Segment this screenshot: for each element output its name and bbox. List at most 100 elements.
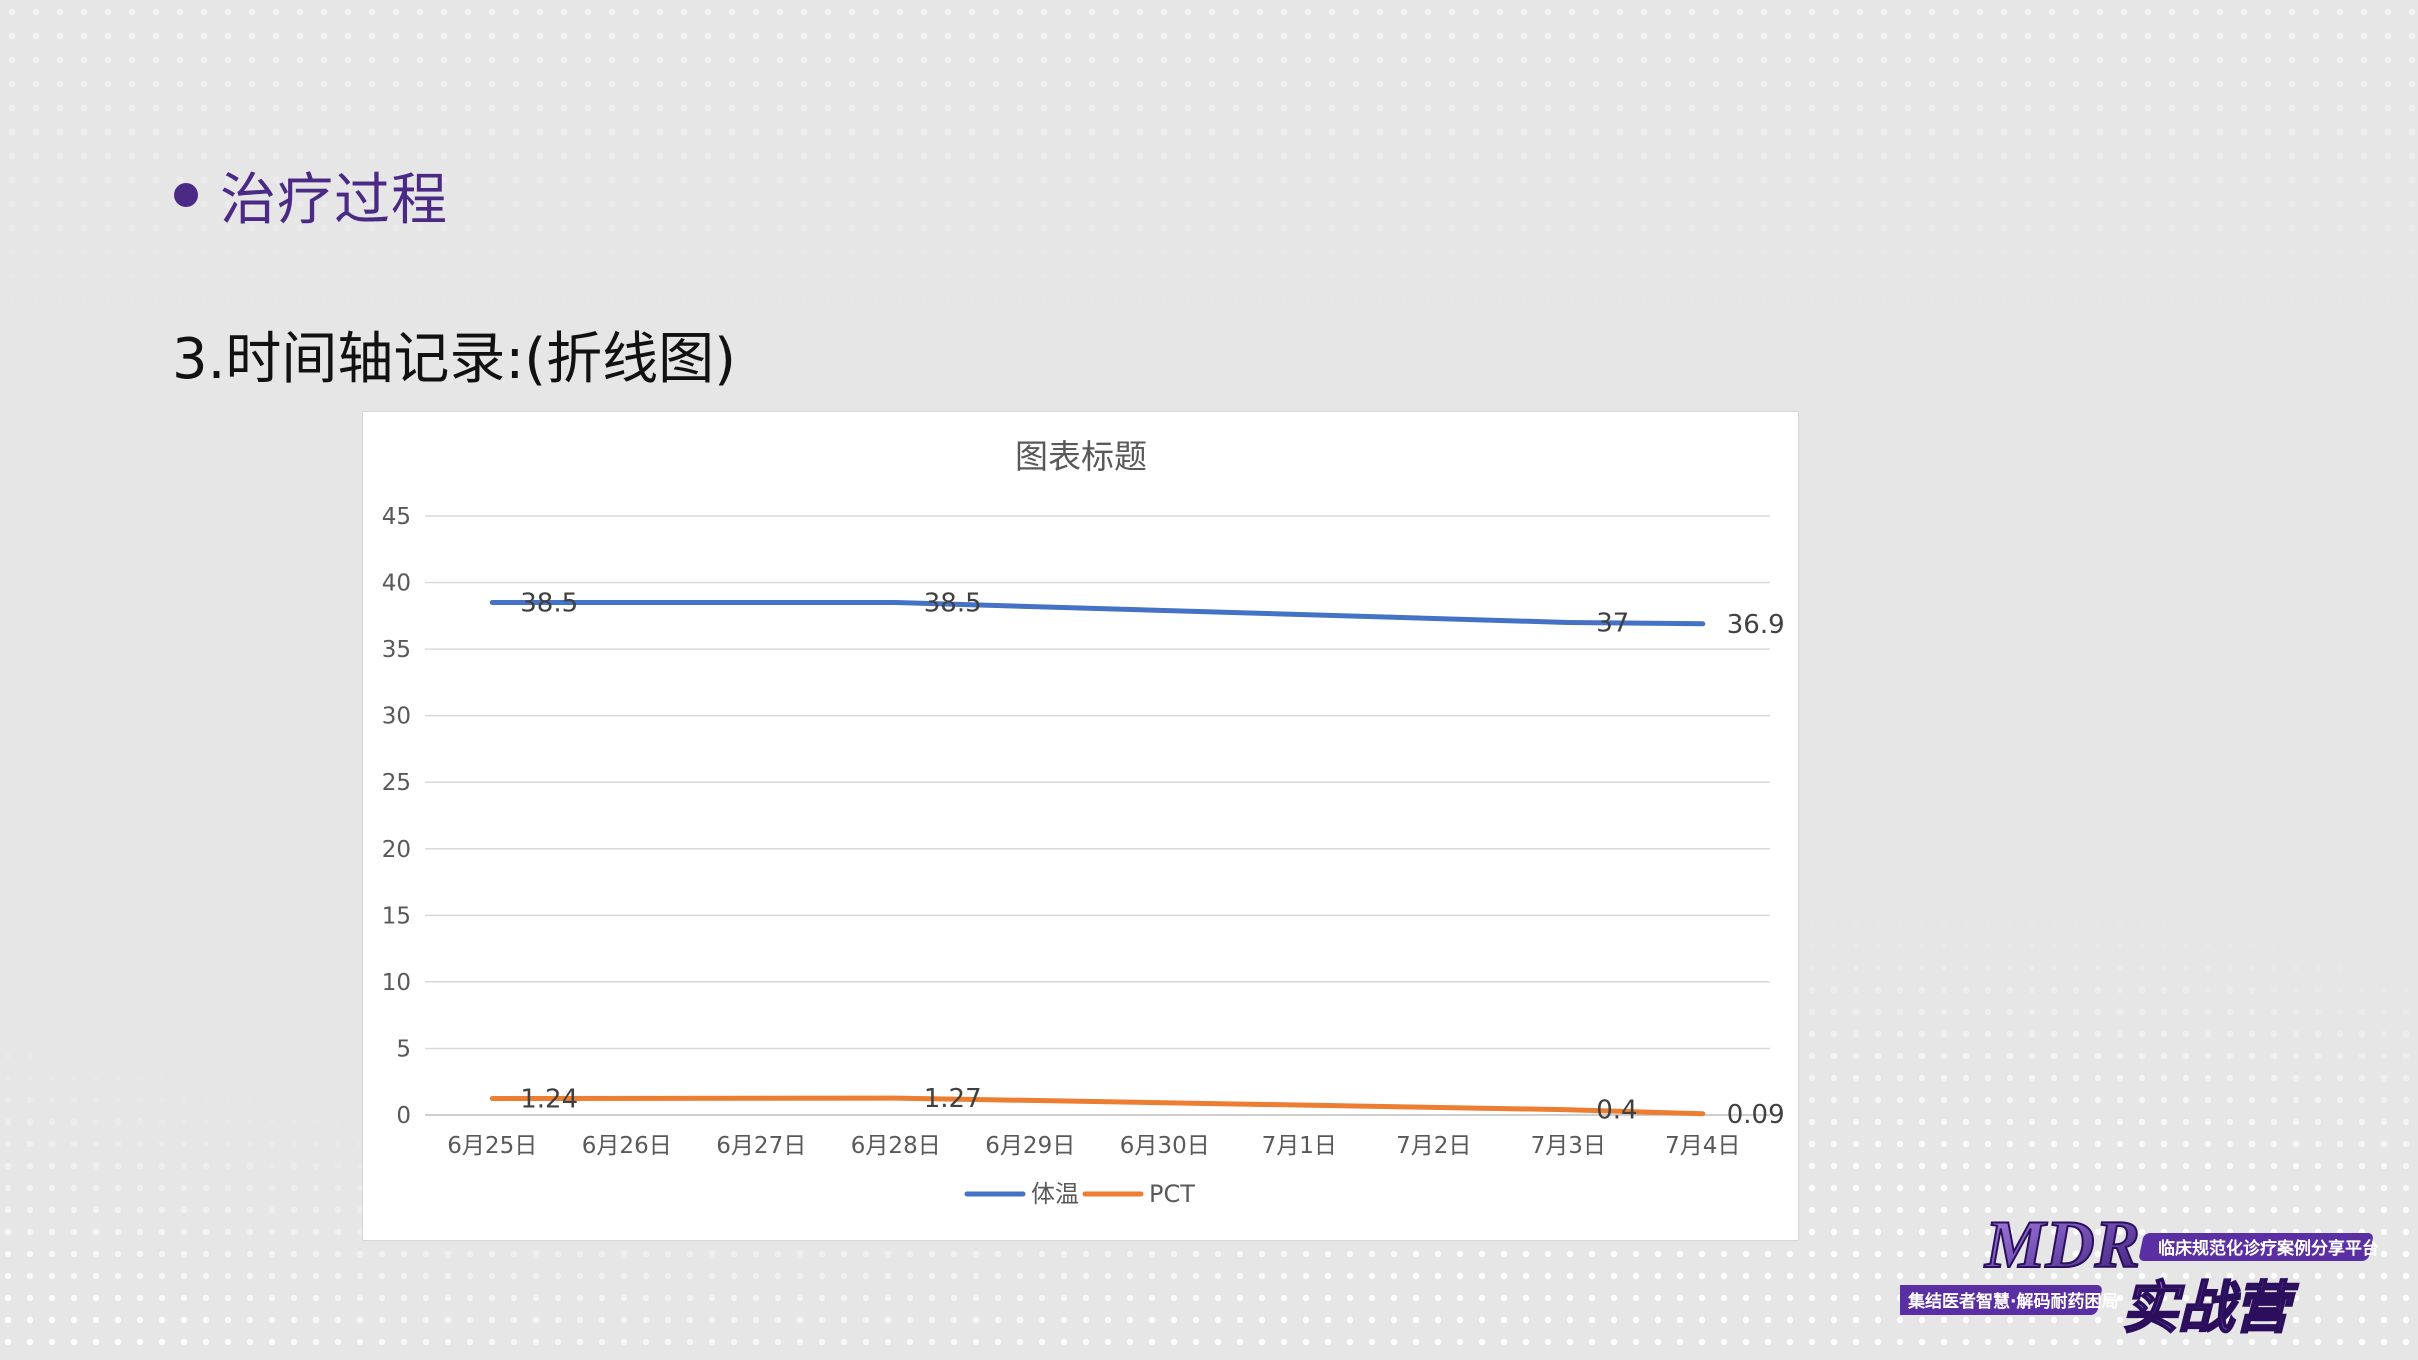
bg-dot — [2288, 248, 2296, 256]
bg-dot — [464, 224, 472, 232]
bg-dot — [2120, 176, 2128, 184]
bg-dot — [686, 1250, 694, 1258]
bg-dot — [1424, 176, 1432, 184]
bg-dot — [344, 224, 352, 232]
bg-dot — [2226, 1338, 2234, 1346]
bg-dot — [4, 1162, 12, 1170]
bg-dot — [2048, 200, 2056, 208]
bg-dot — [862, 1316, 870, 1324]
bg-dot — [2380, 1184, 2388, 1192]
bg-dot — [1112, 272, 1120, 280]
bg-dot — [1808, 224, 1816, 232]
bg-dot — [608, 200, 616, 208]
bg-dot — [1544, 248, 1552, 256]
bg-dot — [1928, 104, 1936, 112]
bg-dot — [1952, 152, 1960, 160]
bg-dot — [884, 1316, 892, 1324]
bg-dot — [1808, 8, 1816, 16]
bg-dot — [1928, 176, 1936, 184]
bg-dot — [1918, 1074, 1926, 1082]
bg-dot — [1742, 1294, 1750, 1302]
bg-dot — [2006, 1316, 2014, 1324]
bg-dot — [1016, 80, 1024, 88]
bg-dot — [272, 272, 280, 280]
bg-dot — [2006, 920, 2014, 928]
bg-dot — [560, 56, 568, 64]
bg-dot — [2226, 1272, 2234, 1280]
bg-dot — [2380, 1162, 2388, 1170]
bg-dot — [136, 1294, 144, 1302]
bg-dot — [1376, 80, 1384, 88]
bg-dot — [1874, 1074, 1882, 1082]
bg-dot — [1566, 1294, 1574, 1302]
bg-dot — [1736, 200, 1744, 208]
bg-dot — [2408, 224, 2416, 232]
bg-dot — [1928, 56, 1936, 64]
bg-dot — [1664, 248, 1672, 256]
bg-dot — [416, 248, 424, 256]
bg-dot — [920, 56, 928, 64]
bg-dot — [1904, 56, 1912, 64]
bg-dot — [598, 1250, 606, 1258]
bg-dot — [840, 1272, 848, 1280]
bg-dot — [1588, 1338, 1596, 1346]
bg-dot — [752, 1272, 760, 1280]
bg-dot — [246, 1118, 254, 1126]
bg-dot — [1280, 128, 1288, 136]
bg-dot — [48, 1096, 56, 1104]
bg-dot — [2314, 1162, 2322, 1170]
bg-dot — [2248, 1030, 2256, 1038]
bg-dot — [2028, 1206, 2036, 1214]
bg-dot — [2314, 986, 2322, 994]
bg-dot — [944, 104, 952, 112]
bg-dot — [928, 1338, 936, 1346]
bg-dot — [2116, 920, 2124, 928]
bg-dot — [1896, 986, 1904, 994]
bg-dot — [632, 176, 640, 184]
bg-dot — [1038, 1316, 1046, 1324]
bg-dot — [2226, 1140, 2234, 1148]
bg-dot — [2358, 1162, 2366, 1170]
bg-dot — [291, 1097, 297, 1103]
bg-dot — [1764, 1316, 1772, 1324]
bg-dot — [290, 1206, 298, 1214]
bg-dot — [1896, 1228, 1904, 1236]
bg-dot — [920, 248, 928, 256]
bg-dot — [2116, 1206, 2124, 1214]
bg-dot — [1148, 1316, 1156, 1324]
bg-dot — [2094, 1140, 2102, 1148]
bg-dot — [1880, 272, 1888, 280]
bg-dot — [312, 1184, 320, 1192]
bg-dot — [1962, 1338, 1970, 1346]
bg-dot — [272, 152, 280, 160]
bg-dot — [512, 296, 520, 304]
bg-dot — [2360, 176, 2368, 184]
bg-dot — [2408, 248, 2416, 256]
bg-dot — [1522, 1250, 1530, 1258]
bg-dot — [1566, 1338, 1574, 1346]
bg-dot — [1208, 296, 1216, 304]
bg-dot — [576, 1294, 584, 1302]
bg-dot — [2182, 1052, 2190, 1060]
bg-dot — [176, 272, 184, 280]
bg-dot — [1962, 986, 1970, 994]
bg-dot — [136, 1140, 144, 1148]
y-tick-label: 35 — [382, 637, 411, 663]
bg-dot — [1136, 248, 1144, 256]
bg-dot — [488, 1338, 496, 1346]
bg-dot — [1918, 942, 1926, 950]
bg-dot — [378, 1250, 386, 1258]
bg-dot — [1280, 8, 1288, 16]
bg-dot — [2204, 986, 2212, 994]
bg-dot — [1928, 296, 1936, 304]
mdr-logo: MDR 临床规范化诊疗案例分享平台 集结医者智慧·解码耐药困局 实战营 — [1900, 1205, 2379, 1340]
bg-dot — [510, 1316, 518, 1324]
bg-dot — [2315, 943, 2321, 949]
bg-dot — [1448, 152, 1456, 160]
bg-dot — [2380, 1096, 2388, 1104]
bg-dot — [1328, 104, 1336, 112]
bg-dot — [972, 1272, 980, 1280]
bg-dot — [2006, 1250, 2014, 1258]
bg-dot — [152, 296, 160, 304]
bg-dot — [2138, 1096, 2146, 1104]
